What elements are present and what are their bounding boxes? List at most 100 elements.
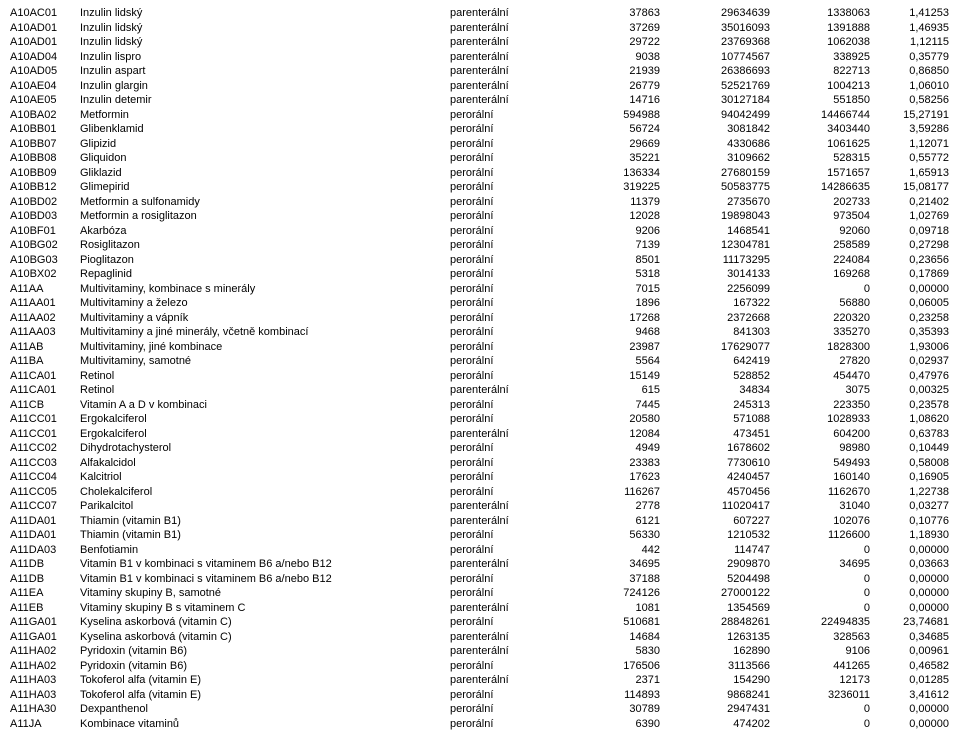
value4-cell: 0,23656 [870, 253, 949, 268]
name-cell: Tokoferol alfa (vitamin E) [80, 673, 450, 688]
table-row: A10BB07Glipizidperorální2966943306861061… [10, 137, 949, 152]
name-cell: Pyridoxin (vitamin B6) [80, 644, 450, 659]
value3-cell: 34695 [770, 557, 870, 572]
value3-cell: 0 [770, 601, 870, 616]
code-cell: A10BX02 [10, 267, 80, 282]
name-cell: Retinol [80, 383, 450, 398]
route-cell: perorální [450, 441, 570, 456]
route-cell: perorální [450, 688, 570, 703]
route-cell: perorální [450, 340, 570, 355]
code-cell: A11HA30 [10, 702, 80, 717]
value3-cell: 12173 [770, 673, 870, 688]
code-cell: A11DA01 [10, 528, 80, 543]
code-cell: A10AD01 [10, 35, 80, 50]
value2-cell: 4570456 [660, 485, 770, 500]
value2-cell: 571088 [660, 412, 770, 427]
value4-cell: 0,47976 [870, 369, 949, 384]
name-cell: Multivitaminy a železo [80, 296, 450, 311]
code-cell: A11GA01 [10, 630, 80, 645]
table-row: A11CC02Dihydrotachysterolperorální494916… [10, 441, 949, 456]
route-cell: perorální [450, 151, 570, 166]
route-cell: parenterální [450, 514, 570, 529]
route-cell: parenterální [450, 50, 570, 65]
code-cell: A10AD01 [10, 21, 80, 36]
value4-cell: 0,17869 [870, 267, 949, 282]
value1-cell: 615 [570, 383, 660, 398]
code-cell: A10AC01 [10, 6, 80, 21]
table-row: A10BB12Glimepiridperorální31922550583775… [10, 180, 949, 195]
value2-cell: 2947431 [660, 702, 770, 717]
route-cell: perorální [450, 267, 570, 282]
table-row: A10AD05Inzulin aspartparenterální2193926… [10, 64, 949, 79]
route-cell: perorální [450, 470, 570, 485]
route-cell: parenterální [450, 93, 570, 108]
table-row: A10BB08Gliquidonperorální352213109662528… [10, 151, 949, 166]
value1-cell: 4949 [570, 441, 660, 456]
name-cell: Inzulin aspart [80, 64, 450, 79]
value4-cell: 0,16905 [870, 470, 949, 485]
table-row: A11DBVitamin B1 v kombinaci s vitaminem … [10, 557, 949, 572]
code-cell: A11CA01 [10, 383, 80, 398]
table-row: A11BAMultivitaminy, samotnéperorální5564… [10, 354, 949, 369]
name-cell: Metformin a sulfonamidy [80, 195, 450, 210]
value1-cell: 510681 [570, 615, 660, 630]
code-cell: A11AA03 [10, 325, 80, 340]
code-cell: A11BA [10, 354, 80, 369]
value4-cell: 0,00961 [870, 644, 949, 659]
value4-cell: 3,59286 [870, 122, 949, 137]
value1-cell: 114893 [570, 688, 660, 703]
table-row: A10BA02Metforminperorální594988940424991… [10, 108, 949, 123]
table-row: A11GA01Kyselina askorbová (vitamin C)par… [10, 630, 949, 645]
value3-cell: 98980 [770, 441, 870, 456]
value4-cell: 0,21402 [870, 195, 949, 210]
name-cell: Kombinace vitaminů [80, 717, 450, 732]
table-row: A11EAVitaminy skupiny B, samotnéperoráln… [10, 586, 949, 601]
value2-cell: 4330686 [660, 137, 770, 152]
value2-cell: 2735670 [660, 195, 770, 210]
value3-cell: 14286635 [770, 180, 870, 195]
code-cell: A10BB12 [10, 180, 80, 195]
value4-cell: 0,58008 [870, 456, 949, 471]
value3-cell: 0 [770, 282, 870, 297]
value4-cell: 23,74681 [870, 615, 949, 630]
value3-cell: 3075 [770, 383, 870, 398]
value2-cell: 474202 [660, 717, 770, 732]
value4-cell: 0,23578 [870, 398, 949, 413]
table-row: A11CA01Retinolparenterální6153483430750,… [10, 383, 949, 398]
value1-cell: 7445 [570, 398, 660, 413]
table-row: A11AAMultivitaminy, kombinace s minerály… [10, 282, 949, 297]
code-cell: A11CC02 [10, 441, 80, 456]
value3-cell: 1391888 [770, 21, 870, 36]
route-cell: perorální [450, 253, 570, 268]
value1-cell: 20580 [570, 412, 660, 427]
value2-cell: 642419 [660, 354, 770, 369]
value3-cell: 9106 [770, 644, 870, 659]
value3-cell: 3236011 [770, 688, 870, 703]
name-cell: Thiamin (vitamin B1) [80, 528, 450, 543]
code-cell: A10BG03 [10, 253, 80, 268]
value4-cell: 0,46582 [870, 659, 949, 674]
value2-cell: 7730610 [660, 456, 770, 471]
value2-cell: 11173295 [660, 253, 770, 268]
code-cell: A11HA03 [10, 673, 80, 688]
table-row: A10AE05Inzulin detemirparenterální147163… [10, 93, 949, 108]
value1-cell: 116267 [570, 485, 660, 500]
value1-cell: 29669 [570, 137, 660, 152]
value3-cell: 441265 [770, 659, 870, 674]
value1-cell: 56330 [570, 528, 660, 543]
value2-cell: 9868241 [660, 688, 770, 703]
name-cell: Kalcitriol [80, 470, 450, 485]
value3-cell: 202733 [770, 195, 870, 210]
name-cell: Multivitaminy a jiné minerály, včetně ko… [80, 325, 450, 340]
code-cell: A11DA03 [10, 543, 80, 558]
table-row: A11ABMultivitaminy, jiné kombinaceperorá… [10, 340, 949, 355]
value3-cell: 27820 [770, 354, 870, 369]
value2-cell: 3014133 [660, 267, 770, 282]
code-cell: A11CC05 [10, 485, 80, 500]
route-cell: parenterální [450, 499, 570, 514]
route-cell: perorální [450, 195, 570, 210]
code-cell: A11JA [10, 717, 80, 732]
value1-cell: 7139 [570, 238, 660, 253]
value2-cell: 26386693 [660, 64, 770, 79]
value1-cell: 1896 [570, 296, 660, 311]
